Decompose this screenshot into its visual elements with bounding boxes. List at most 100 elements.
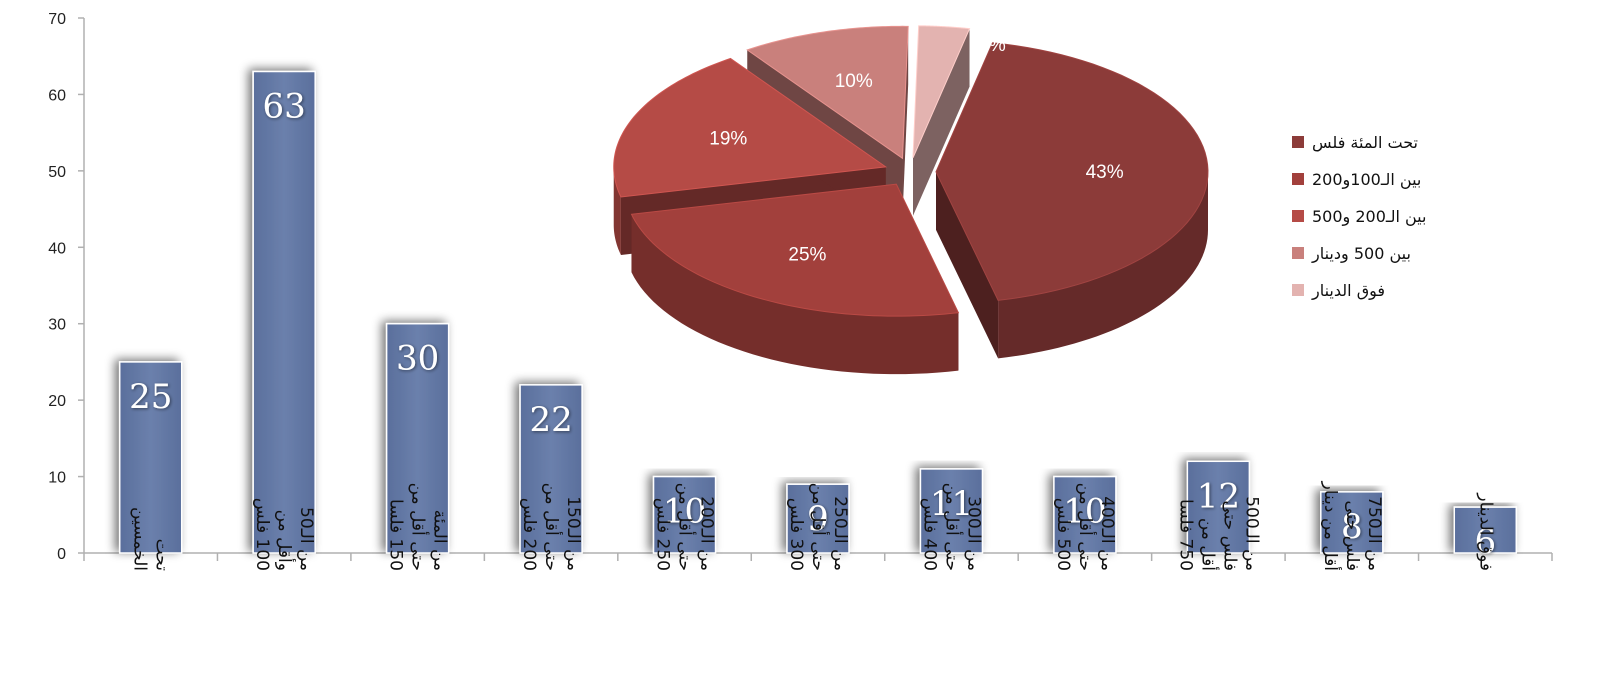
legend-label: بين 500 ودينار — [1311, 244, 1411, 264]
y-tick-label: 70 — [48, 11, 66, 28]
legend-swatch — [1292, 247, 1304, 259]
legend-entry: بين 500 ودينار — [1292, 244, 1411, 264]
bar-data-label: 6 — [1474, 522, 1496, 562]
pie-slice-wall — [912, 28, 970, 216]
category-label-line: حتى أقل من — [408, 483, 430, 571]
pie-tops — [613, 25, 1209, 317]
category-label-line: أقل من دينار — [1320, 481, 1342, 571]
bar-data-label: 63 — [263, 87, 306, 127]
pie-chart: 43% 25% 19% 10% 3% — [613, 25, 1209, 375]
bars — [118, 70, 1518, 554]
category-label-line: من الـ400 — [1097, 496, 1117, 571]
legend-swatch — [1292, 284, 1304, 296]
category-label-line: 750 فلسا — [1175, 499, 1195, 571]
category-label-line: من المئة — [430, 510, 450, 571]
bar-data-label: 22 — [529, 400, 572, 440]
category-label-line: 200 فلس — [519, 498, 539, 571]
legend-swatch — [1292, 173, 1304, 185]
bar — [652, 475, 717, 554]
category-label-line: حتى أقل من — [1075, 483, 1097, 571]
y-tick-label: 50 — [48, 164, 66, 181]
pie-slice-wall — [935, 171, 999, 359]
legend-entry: فوق الدينار — [1292, 281, 1385, 301]
category-label-line: وأقل من — [274, 510, 296, 571]
bar — [385, 322, 450, 554]
bar-data-label: 30 — [396, 339, 439, 379]
category-label-line: تحت — [152, 539, 172, 572]
y-tick-label: 40 — [48, 240, 66, 257]
category-label-line: من الـ750 — [1364, 496, 1384, 571]
y-tick-label: 30 — [48, 317, 66, 334]
pie-slice-outer-wall — [631, 214, 959, 375]
bar-data-label: 12 — [1197, 476, 1240, 516]
legend-label: بين الـ200 و500 — [1312, 207, 1426, 227]
bar-data-label: 25 — [129, 377, 172, 417]
category-label-line: حتى أقل من — [541, 483, 563, 571]
bar — [519, 384, 583, 554]
category-label-line: من الـ200 — [697, 496, 717, 571]
y-ticks: 0 10 20 30 40 50 60 70 — [48, 11, 84, 563]
bar-data-label: 11 — [930, 484, 973, 524]
pie-slice — [613, 57, 888, 198]
pie-data-label: 3% — [978, 35, 1006, 56]
category-label-line: أقل من — [1197, 518, 1219, 571]
pie-slice — [912, 25, 971, 158]
legend-entry: بين الـ100و200 — [1292, 170, 1421, 190]
category-label-line: 500 فلس — [1053, 498, 1073, 571]
pie-slice — [935, 42, 1209, 301]
pie-slice — [746, 25, 909, 160]
pie-data-label: 43% — [1086, 162, 1124, 183]
category-label-line: فلس حتى — [1219, 500, 1239, 571]
category-label-line: من الـ300 — [963, 496, 983, 571]
bar — [786, 483, 850, 554]
bar-data-label: 8 — [1341, 507, 1363, 547]
legend-swatch — [1292, 210, 1304, 222]
y-tick-label: 10 — [48, 470, 66, 487]
y-tick-label: 0 — [57, 546, 66, 563]
bar-data-label: 9 — [807, 499, 829, 539]
bar-chart: 0 10 20 30 40 50 60 70 25 63 30 22 10 9 11 10 12 8 6 تحتا… — [48, 11, 1553, 572]
legend-label: تحت المئة فلس — [1312, 133, 1418, 153]
y-tick-label: 60 — [48, 87, 66, 104]
pie-data-label: 25% — [788, 245, 826, 266]
pie-data-label: 19% — [709, 129, 747, 150]
bar-data-label: 10 — [663, 492, 706, 532]
x-ticks — [83, 553, 1553, 561]
pie-data-label: 10% — [835, 71, 873, 92]
category-label-line: فوق الدينار — [1475, 492, 1495, 571]
pie-slice — [630, 183, 960, 317]
category-label-line: فلس حتى — [1342, 500, 1362, 571]
pie-slice-outer-wall — [613, 166, 621, 256]
category-label-line: 300 فلس — [786, 498, 806, 571]
bar — [1320, 491, 1384, 554]
category-label-line: من الـ150 — [563, 496, 583, 571]
legend-swatch — [1292, 136, 1304, 148]
pie-slice-outer-wall — [998, 171, 1208, 359]
category-label-line: من الـ500 — [1241, 496, 1261, 571]
category-label-line: من الـ250 — [830, 496, 850, 571]
pie-legend: تحت المئة فلس بين الـ100و200 بين الـ200 و5… — [1292, 133, 1426, 301]
legend-entry: بين الـ200 و500 — [1292, 207, 1426, 227]
pie-data-labels: 43% 25% 19% 10% 3% — [709, 35, 1123, 266]
bar — [1186, 460, 1251, 554]
category-label-line: 150 فلسا — [386, 499, 406, 571]
legend-label: بين الـ100و200 — [1312, 170, 1421, 190]
bar — [1453, 506, 1518, 554]
bar — [252, 70, 316, 554]
bar — [1053, 475, 1117, 554]
category-label-line: 100 فلس — [252, 498, 272, 571]
category-label: فوق الدينار — [1475, 492, 1495, 571]
